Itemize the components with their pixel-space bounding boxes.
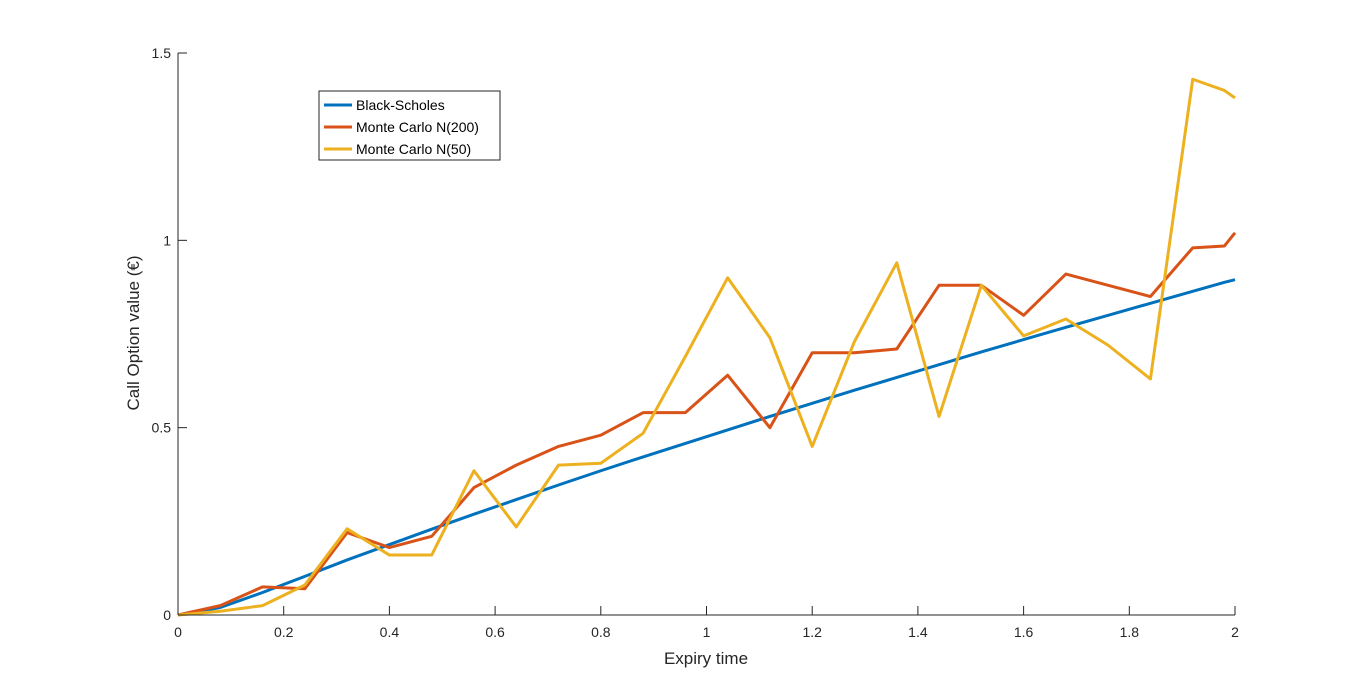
x-tick-label: 1 xyxy=(703,624,711,640)
series-lines xyxy=(177,77,1237,617)
series-line-1 xyxy=(177,278,1236,617)
y-tick-label: 1 xyxy=(163,232,171,248)
x-tick-label: 1.4 xyxy=(908,624,928,640)
y-tick-label: 1.5 xyxy=(152,45,172,61)
series-line-3 xyxy=(177,77,1236,617)
legend-entries: Black-Scholes Monte Carlo N(200) Monte Car… xyxy=(324,97,479,157)
y-tick-label: 0.5 xyxy=(152,420,172,436)
x-tick-label: 0.2 xyxy=(274,624,294,640)
x-tick-label: 2 xyxy=(1231,624,1239,640)
legend[interactable]: Black-Scholes Monte Carlo N(200) Monte Car… xyxy=(318,90,501,161)
x-tick-label: 0.6 xyxy=(485,624,505,640)
y-axis-label: Call Option value (€) xyxy=(124,256,143,411)
legend-label: Monte Carlo N(200) xyxy=(356,119,479,135)
x-tick-label: 0 xyxy=(174,624,182,640)
x-tick-label: 0.4 xyxy=(380,624,400,640)
series-line-2 xyxy=(177,231,1237,617)
y-tick-label: 0 xyxy=(163,607,171,623)
x-tick-labels: 0 0.2 0.4 0.6 0.8 1 1.2 1.4 1.6 1.8 2 xyxy=(174,624,1239,640)
x-tick-label: 1.6 xyxy=(1014,624,1034,640)
x-tick-label: 1.2 xyxy=(802,624,822,640)
legend-label: Monte Carlo N(50) xyxy=(356,141,471,157)
x-tick-label: 1.8 xyxy=(1120,624,1140,640)
x-axis-label: Expiry time xyxy=(664,649,748,668)
legend-label: Black-Scholes xyxy=(356,97,445,113)
y-tick-labels: 0 0.5 1 1.5 xyxy=(152,45,172,623)
x-tick-label: 0.8 xyxy=(591,624,611,640)
tick-marks xyxy=(177,52,1236,616)
